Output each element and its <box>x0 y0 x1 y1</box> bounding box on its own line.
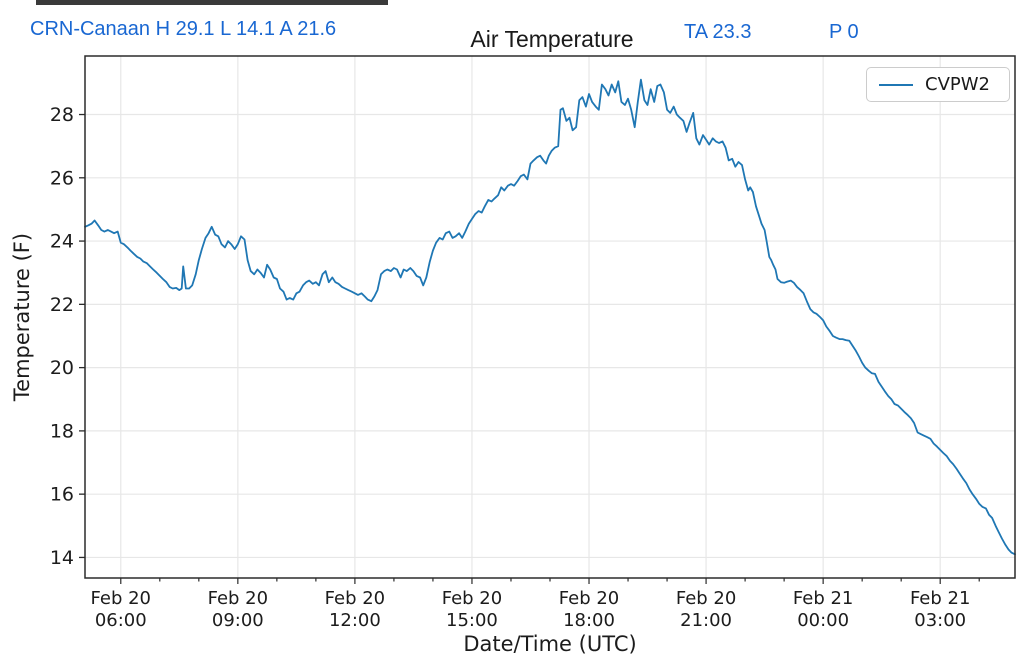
y-tick-label: 26 <box>50 167 74 189</box>
legend-line-swatch <box>879 83 913 86</box>
x-tick-date-label: Feb 20 <box>676 588 737 609</box>
legend: CVPW2 <box>866 67 1010 102</box>
station-stats-text: CRN-Canaan H 29.1 L 14.1 A 21.6 <box>30 18 337 40</box>
x-tick-date-label: Feb 21 <box>793 588 854 609</box>
y-tick-label: 28 <box>50 104 74 126</box>
chart-title: Air Temperature <box>470 26 634 52</box>
air-temp-reading: TA 23.3 <box>684 21 752 43</box>
y-tick-label: 16 <box>50 484 74 506</box>
x-tick-time-label: 06:00 <box>95 610 147 631</box>
x-tick-date-label: Feb 21 <box>910 588 971 609</box>
plot-border <box>84 55 1016 579</box>
x-tick-time-label: 12:00 <box>329 610 381 631</box>
y-axis-label: Temperature (F) <box>10 232 34 402</box>
y-tick-label: 18 <box>50 420 74 442</box>
legend-label: CVPW2 <box>925 74 990 95</box>
x-tick-time-label: 15:00 <box>446 610 498 631</box>
top-edge-bar <box>36 0 388 5</box>
x-tick-time-label: 18:00 <box>563 610 615 631</box>
precip-reading: P 0 <box>829 21 859 43</box>
x-tick-time-label: 03:00 <box>914 610 966 631</box>
x-tick-date-label: Feb 20 <box>208 588 269 609</box>
y-tick-label: 20 <box>50 357 74 379</box>
x-tick-date-label: Feb 20 <box>91 588 152 609</box>
x-tick-date-label: Feb 20 <box>559 588 620 609</box>
x-tick-date-label: Feb 20 <box>325 588 386 609</box>
temperature-series-line <box>84 78 1016 556</box>
x-axis-label: Date/Time (UTC) <box>463 632 637 656</box>
x-tick-date-label: Feb 20 <box>442 588 503 609</box>
y-tick-label: 24 <box>50 231 74 253</box>
y-tick-label: 22 <box>50 294 74 316</box>
y-tick-label: 14 <box>50 547 74 569</box>
x-tick-time-label: 21:00 <box>680 610 732 631</box>
x-tick-time-label: 00:00 <box>797 610 849 631</box>
x-tick-time-label: 09:00 <box>212 610 264 631</box>
